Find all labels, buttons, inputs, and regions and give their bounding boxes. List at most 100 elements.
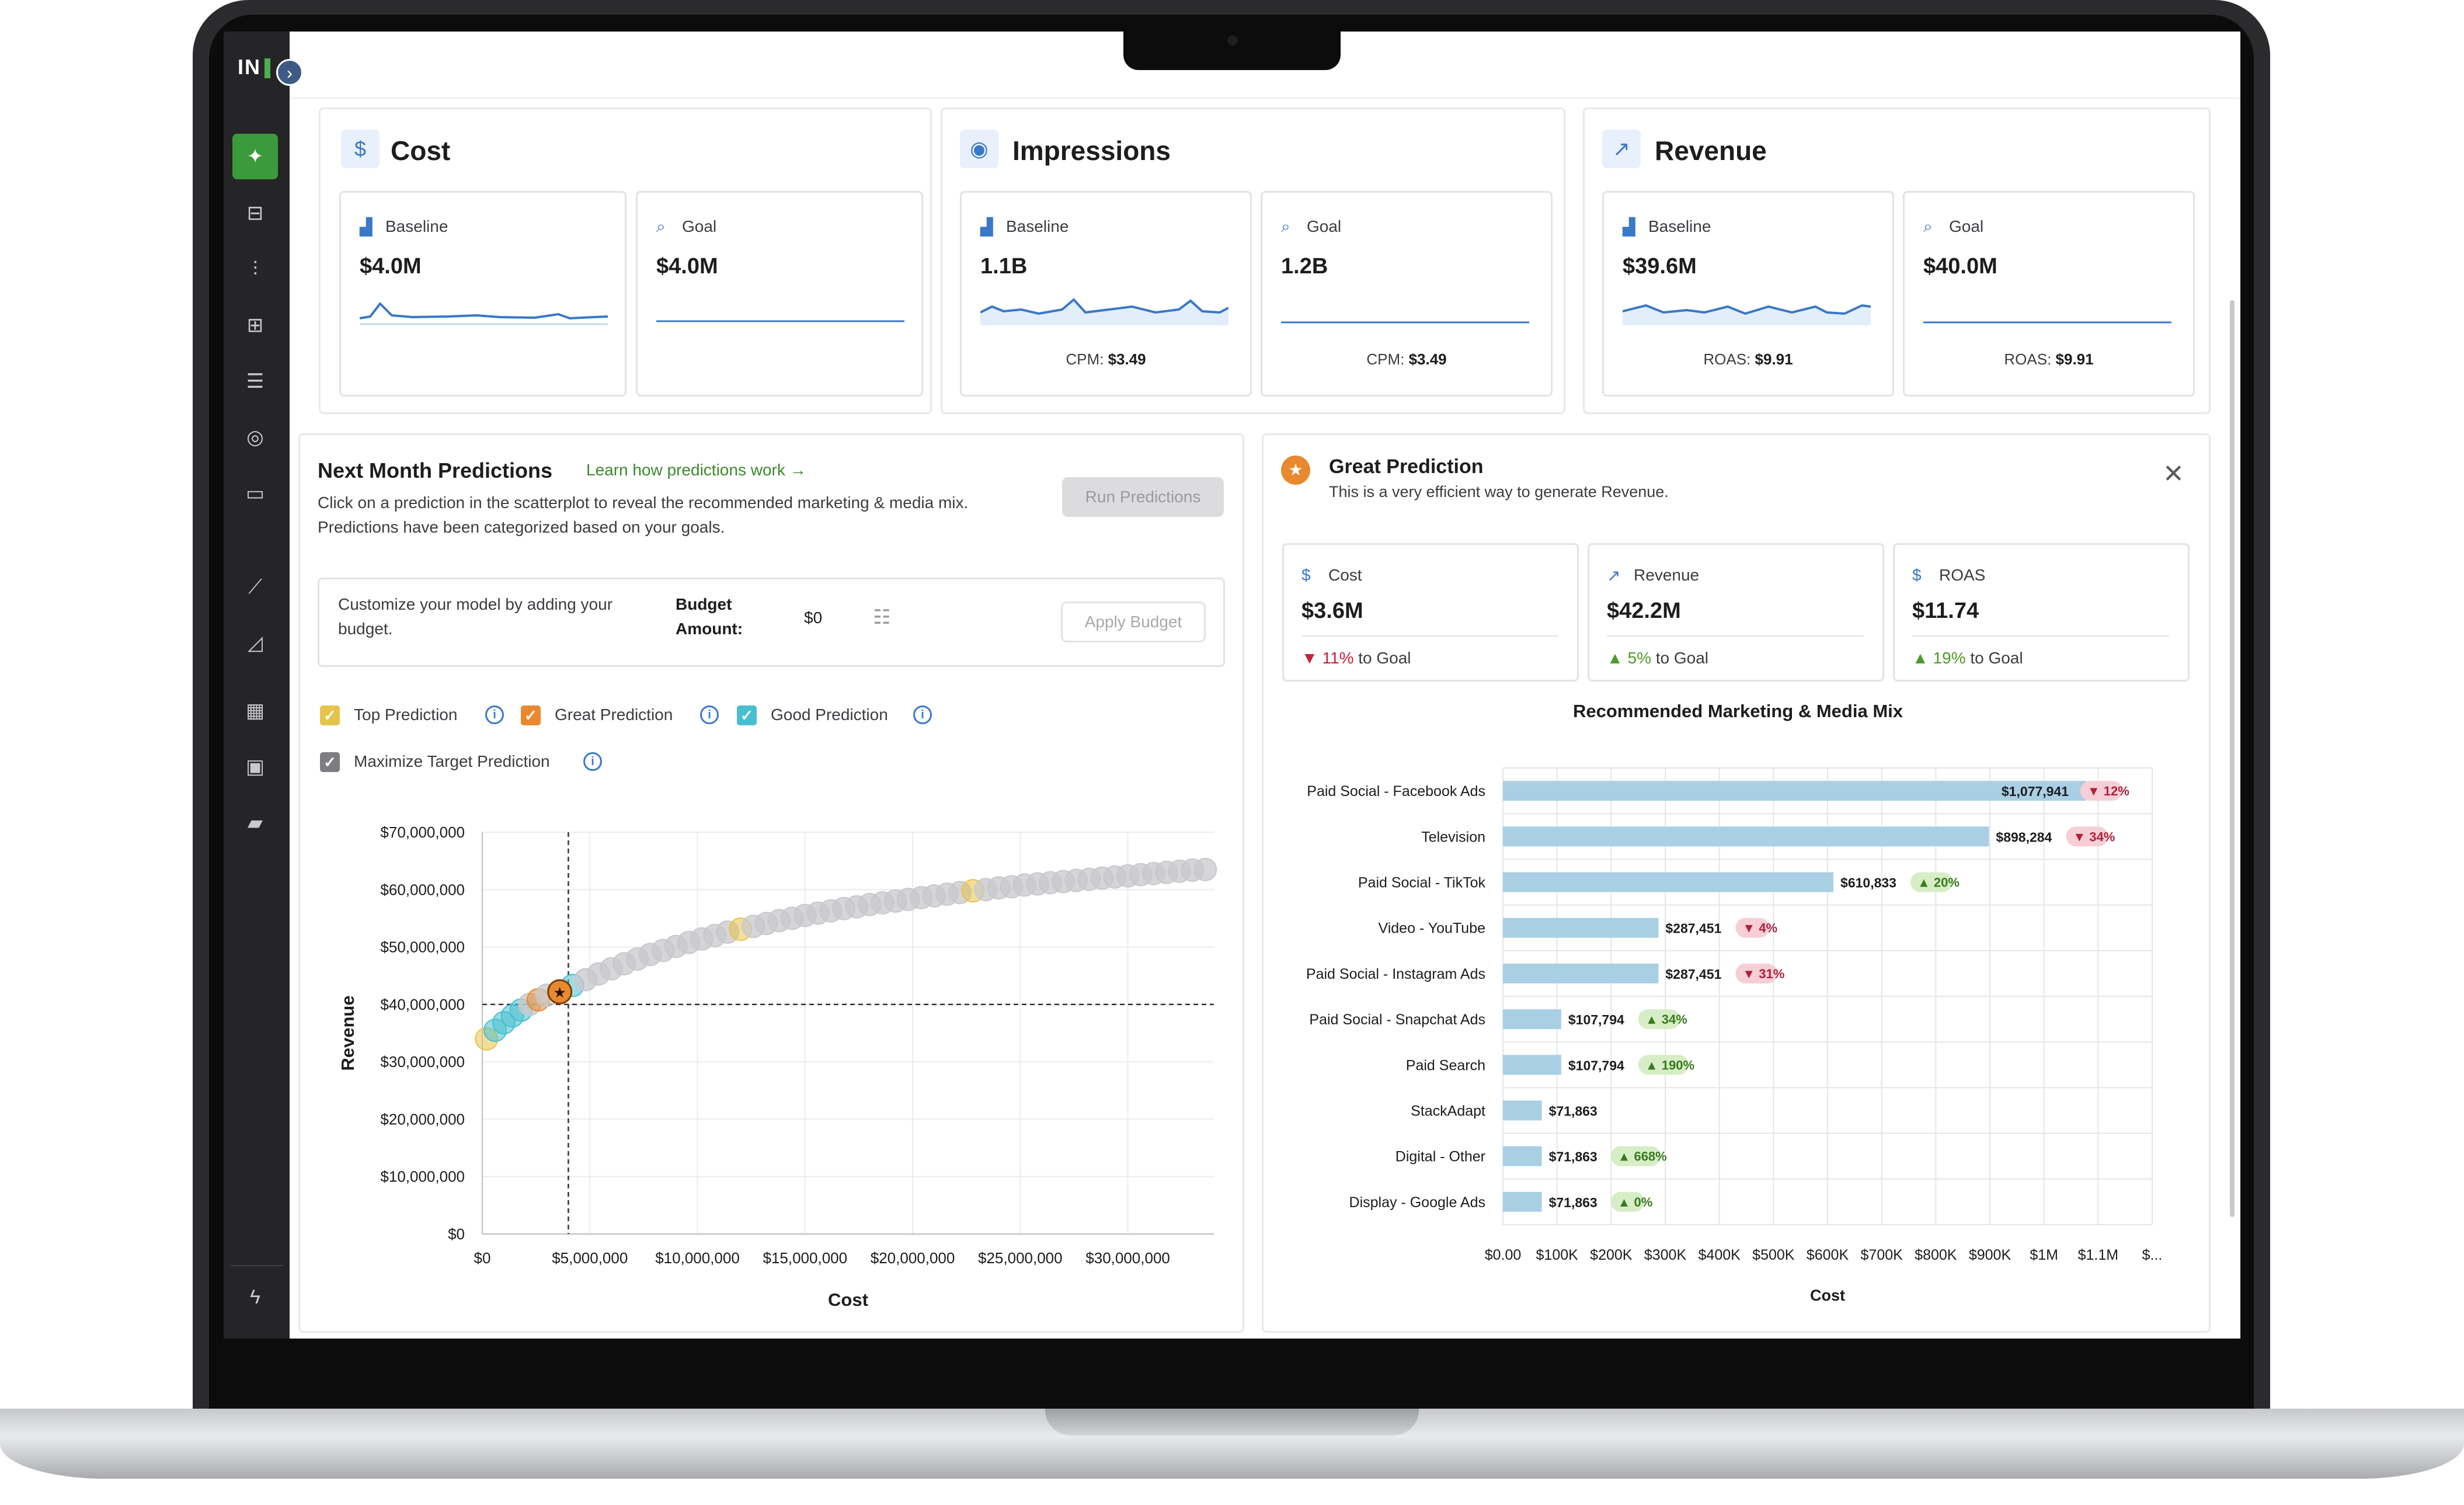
medal-icon: ★ [554, 985, 566, 1000]
trend-up-icon: ↗ [1607, 566, 1621, 585]
impressions-baseline-card[interactable]: ▟ Baseline 1.1B CPM: $3.49 [960, 191, 1252, 397]
budget-label: Budget Amount: [676, 595, 743, 638]
x-tick-label: $0 [474, 1249, 491, 1267]
delta-label: ▼ 12% [2087, 784, 2129, 798]
goal-label: Goal [1949, 217, 1984, 235]
scrollbar[interactable] [2230, 300, 2235, 1217]
run-predictions-button[interactable]: Run Predictions [1062, 477, 1224, 517]
area-chart-icon[interactable]: ◿ [247, 632, 263, 654]
x-tick-label: $200K [1590, 1247, 1633, 1263]
bar [1503, 917, 1659, 938]
search-report-icon[interactable]: ⊟ [246, 202, 264, 224]
bar [1503, 872, 1834, 892]
cost-card: $ Cost ▟ Baseline $4.0M ⌕ Goal $4.0M [319, 107, 932, 414]
x-tick-label: $300K [1644, 1247, 1687, 1263]
baseline-value: 1.1B [980, 254, 1028, 279]
bar [1503, 1009, 1561, 1030]
impressions-card: ◉ Impressions ▟ Baseline 1.1B CPM: $3.49… [941, 107, 1565, 414]
sparkle-icon[interactable]: ✦ [232, 134, 278, 179]
x-axis-title: Cost [1810, 1287, 1845, 1304]
camera-notch [1123, 22, 1341, 70]
good-prediction-checkbox[interactable]: ✓ [737, 705, 757, 725]
logo: IN [238, 55, 261, 79]
learn-predictions-link[interactable]: Learn how predictions work → [586, 461, 806, 479]
stat-label: ROAS [1939, 566, 1986, 584]
revenue-baseline-card[interactable]: ▟ Baseline $39.6M ROAS: $9.91 [1602, 191, 1894, 397]
cost-baseline-card[interactable]: ▟ Baseline $4.0M [339, 191, 627, 397]
delta-pill [2066, 826, 2108, 847]
info-icon[interactable]: i [700, 705, 719, 724]
toggle-icon[interactable]: ▭ [245, 482, 265, 505]
revenue-cost-scatterplot[interactable]: $0 $5,000,000 $10,000,000 $15,000,000 $20,00… [300, 785, 1246, 1311]
target-icon[interactable]: ◎ [246, 426, 264, 449]
app-screen: IN ✦ ⊟ ⫶ ⊞ ☰ ◎ ▭ ⟋ ◿ ▦ ▣ ▰ ϟ › $ Cost ▟ … [224, 32, 2240, 1339]
logo-mark [265, 58, 270, 78]
stat-value: $11.74 [1912, 599, 1979, 623]
bolt-icon[interactable]: ϟ [250, 1286, 260, 1308]
x-tick-label: $1M [2030, 1247, 2058, 1263]
category-label: Television [1421, 829, 1485, 845]
revenue-goal-sparkline [1923, 321, 2171, 324]
x-tick-label: $25,000,000 [978, 1249, 1063, 1267]
delta-pill [2080, 781, 2122, 801]
baseline-label: Baseline [385, 217, 448, 235]
maximize-target-checkbox[interactable]: ✓ [320, 752, 340, 772]
impressions-goal-card[interactable]: ⌕ Goal 1.2B CPM: $3.49 [1261, 191, 1553, 397]
detail-subtitle: This is a very efficient way to generate… [1329, 483, 1669, 500]
apply-budget-button[interactable]: Apply Budget [1061, 602, 1206, 642]
medal-icon: ★ [1281, 456, 1310, 485]
bar [1503, 1055, 1561, 1075]
value-label: $287,451 [1665, 921, 1721, 936]
sliders-settings-icon[interactable]: ☷ [873, 606, 891, 628]
media-mix-bar-chart[interactable]: $0.00 $100K $200K $300K $400K $500K $600K $700K… [1264, 727, 2209, 1323]
x-tick-label: $0.00 [1485, 1247, 1522, 1263]
delta-label: ▼ 31% [1742, 967, 1784, 981]
delta-label: ▲ 668% [1618, 1149, 1667, 1164]
triangle-down-icon: ▼ [1301, 649, 1318, 667]
value-label: $71,863 [1549, 1195, 1598, 1210]
great-prediction-label: Great Prediction [555, 705, 673, 724]
info-icon[interactable]: i [913, 705, 932, 724]
delta-pill [1735, 963, 1778, 983]
sliders-icon[interactable]: ⫶ [252, 258, 258, 280]
baseline-value: $39.6M [1623, 254, 1697, 279]
folder-icon[interactable]: ▰ [247, 812, 263, 834]
y-tick-label: $70,000,000 [380, 823, 465, 841]
bar [1503, 1146, 1542, 1166]
image-icon[interactable]: ▣ [245, 756, 265, 778]
list-settings-icon[interactable]: ☰ [246, 370, 265, 392]
bar [1503, 826, 1989, 847]
delta-label: ▲ 190% [1645, 1058, 1694, 1072]
line-chart-icon[interactable]: ⟋ [248, 576, 262, 598]
cost-goal-card[interactable]: ⌕ Goal $4.0M [636, 191, 923, 397]
predictions-panel: Next Month Predictions Learn how predict… [298, 433, 1244, 1333]
chart-icon: ▟ [980, 218, 993, 236]
goal-search-icon: ⌕ [656, 217, 666, 235]
map-icon[interactable]: ▦ [245, 700, 265, 722]
goal-search-icon: ⌕ [1923, 217, 1933, 235]
close-icon[interactable]: ✕ [2163, 460, 2184, 488]
budget-box: Customize your model by adding your budg… [318, 578, 1225, 667]
stat-label: Revenue [1634, 566, 1700, 584]
x-tick-label: $100K [1536, 1247, 1579, 1263]
revenue-goal-card[interactable]: ⌕ Goal $40.0M ROAS: $9.91 [1903, 191, 2195, 397]
top-prediction-checkbox[interactable]: ✓ [320, 705, 340, 725]
impressions-title: Impressions [1012, 135, 1171, 166]
info-icon[interactable]: i [583, 752, 602, 771]
stat-value: $3.6M [1301, 599, 1363, 623]
budget-amount-input[interactable]: $0 [804, 609, 823, 627]
delta-pill [1610, 1191, 1645, 1212]
sidebar-divider [231, 1265, 283, 1266]
x-tick-label: $900K [1969, 1247, 2011, 1263]
x-tick-label: $30,000,000 [1085, 1249, 1170, 1267]
expand-sidebar-button[interactable]: › [276, 59, 303, 86]
goal-label: Goal [1307, 217, 1342, 235]
hierarchy-icon[interactable]: ⊞ [246, 314, 264, 336]
category-label: Paid Social - Instagram Ads [1306, 966, 1485, 982]
info-icon[interactable]: i [485, 705, 504, 724]
mix-title: Recommended Marketing & Media Mix [1572, 701, 1903, 721]
detail-roas-card: $ ROAS $11.74 ▲ 19% to Goal [1893, 543, 2190, 682]
value-label: $71,863 [1549, 1104, 1598, 1119]
y-tick-label: $30,000,000 [380, 1053, 465, 1070]
great-prediction-checkbox[interactable]: ✓ [521, 705, 541, 725]
